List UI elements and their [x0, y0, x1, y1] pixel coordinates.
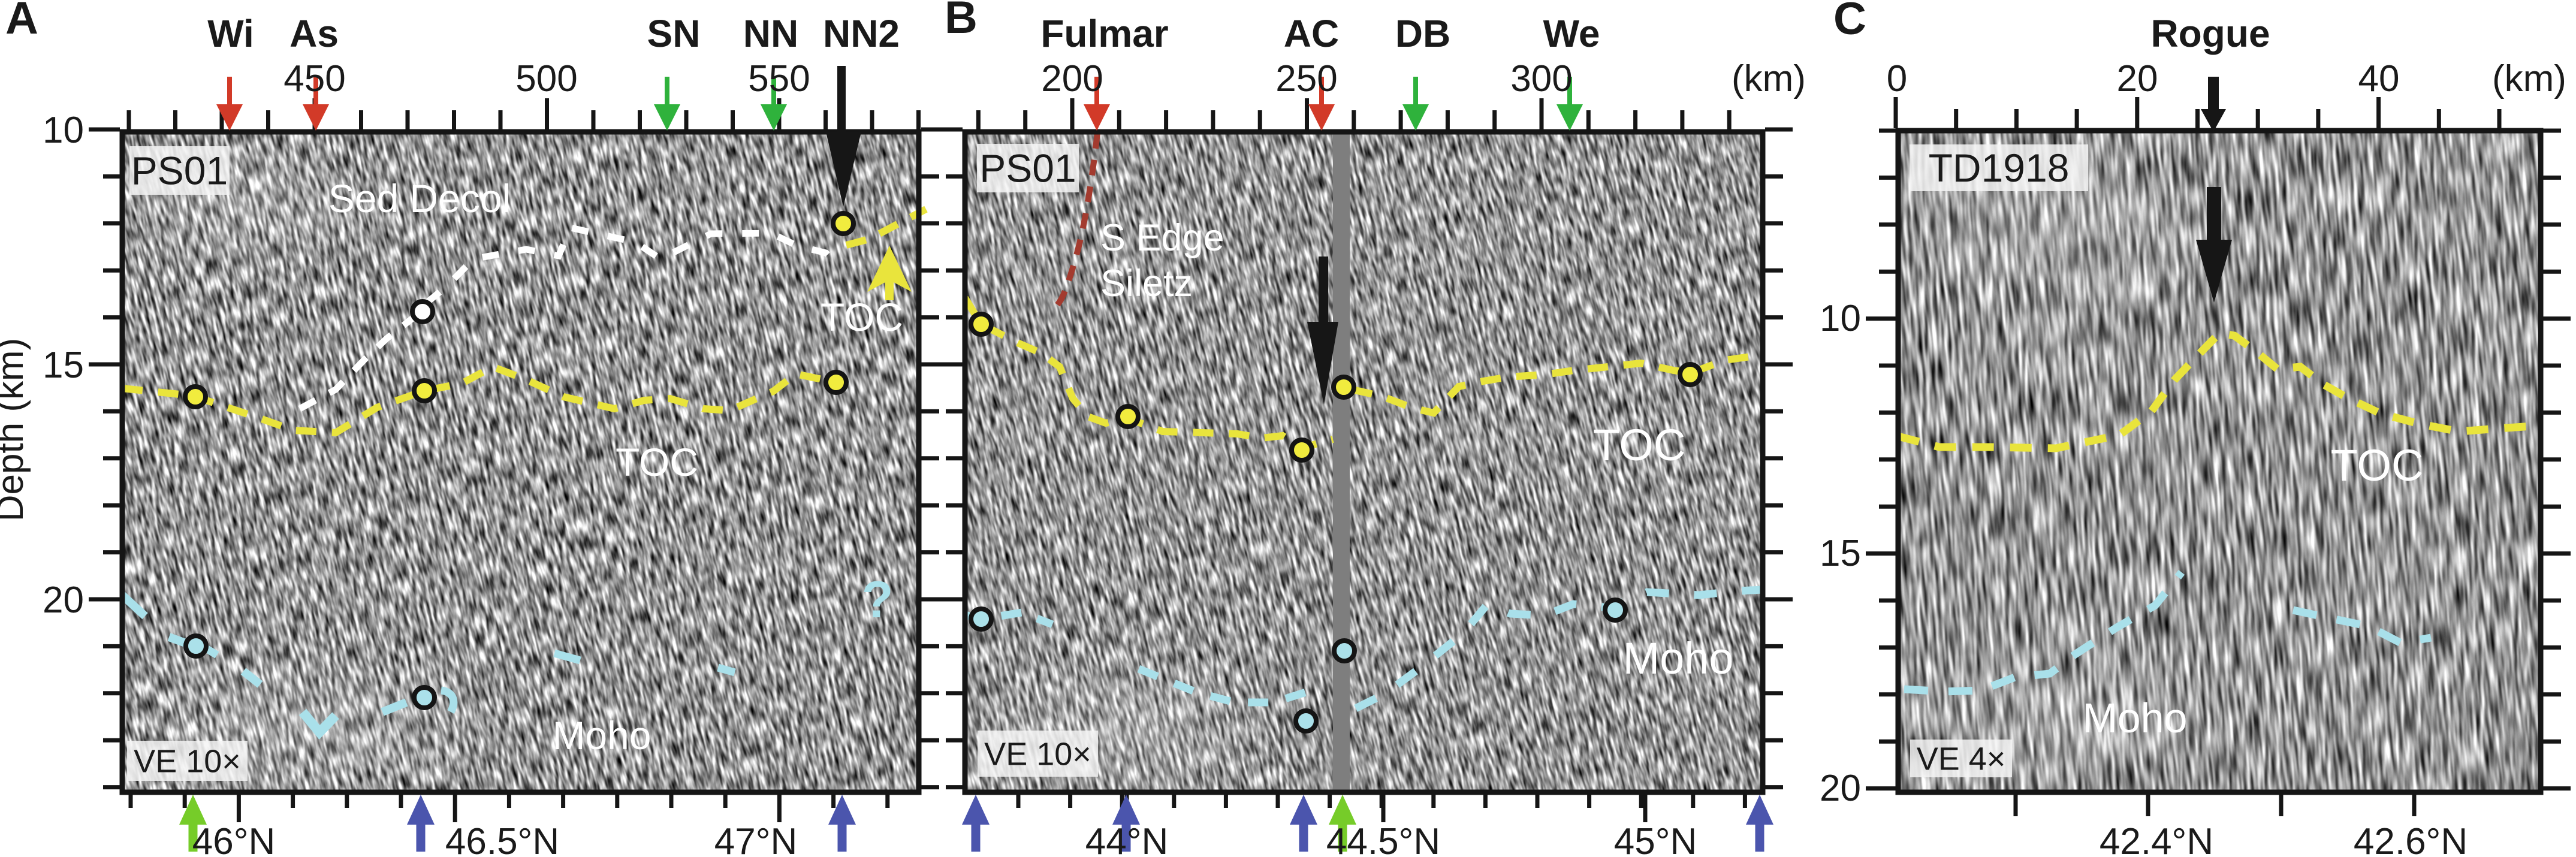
svg-text:45°N: 45°N	[1614, 821, 1697, 857]
svg-text:Wi: Wi	[207, 12, 254, 55]
svg-text:42.6°N: 42.6°N	[2354, 821, 2468, 857]
svg-text:(km): (km)	[1732, 58, 1806, 99]
svg-text:46.5°N: 46.5°N	[445, 821, 559, 857]
svg-text:20: 20	[43, 580, 84, 621]
svg-text:Sed Decol: Sed Decol	[328, 176, 511, 221]
svg-text:200: 200	[1041, 58, 1103, 99]
svg-text:300: 300	[1510, 58, 1572, 99]
svg-text:S Edge: S Edge	[1100, 217, 1224, 259]
svg-text:NN2: NN2	[823, 12, 900, 55]
svg-text:10: 10	[43, 110, 84, 151]
svg-text:550: 550	[748, 58, 810, 99]
svg-text:46°N: 46°N	[192, 821, 276, 857]
svg-text:PS01: PS01	[979, 146, 1076, 191]
svg-text:0: 0	[1887, 58, 1907, 99]
svg-text:AC: AC	[1284, 12, 1339, 55]
svg-text:TOC: TOC	[616, 440, 698, 484]
svg-text:We: We	[1543, 12, 1600, 55]
svg-text:40: 40	[2358, 58, 2400, 99]
svg-text:SN: SN	[647, 12, 701, 55]
svg-text:VE 10×: VE 10×	[134, 743, 241, 779]
svg-text:15: 15	[1820, 533, 1861, 574]
svg-text:TOC: TOC	[1593, 420, 1686, 470]
svg-text:Moho: Moho	[552, 713, 651, 758]
svg-text:C: C	[1833, 0, 1866, 44]
svg-text:(km): (km)	[2492, 58, 2566, 99]
svg-text:44°N: 44°N	[1085, 821, 1169, 857]
svg-text:Moho: Moho	[2082, 695, 2187, 741]
svg-text:44.5°N: 44.5°N	[1326, 821, 1440, 857]
svg-text:450: 450	[283, 58, 345, 99]
svg-text:20: 20	[1820, 768, 1861, 809]
svg-text:20: 20	[2117, 58, 2158, 99]
svg-text:Depth (km): Depth (km)	[0, 338, 31, 522]
svg-text:As: As	[289, 12, 339, 55]
svg-text:10: 10	[1820, 298, 1861, 339]
svg-text:A: A	[5, 0, 38, 44]
svg-text:DB: DB	[1395, 12, 1450, 55]
svg-text:250: 250	[1275, 58, 1337, 99]
svg-text:TOC: TOC	[821, 295, 903, 339]
svg-text:PS01: PS01	[131, 149, 228, 193]
svg-text:Moho: Moho	[1622, 633, 1733, 683]
svg-text:VE 10×: VE 10×	[984, 736, 1091, 772]
svg-text:42.4°N: 42.4°N	[2100, 821, 2213, 857]
svg-text:Fulmar: Fulmar	[1040, 12, 1168, 55]
svg-text:Siletz: Siletz	[1100, 262, 1193, 304]
svg-text:TD1918: TD1918	[1929, 146, 2070, 190]
svg-text:47°N: 47°N	[714, 821, 798, 857]
svg-text:500: 500	[515, 58, 577, 99]
svg-text:15: 15	[43, 345, 84, 386]
svg-text:Rogue: Rogue	[2150, 12, 2270, 55]
svg-text:NN: NN	[743, 12, 798, 55]
svg-text:?: ?	[862, 571, 894, 629]
svg-text:TOC: TOC	[2331, 440, 2424, 490]
svg-text:B: B	[945, 0, 978, 43]
svg-text:VE 4×: VE 4×	[1917, 741, 2006, 777]
